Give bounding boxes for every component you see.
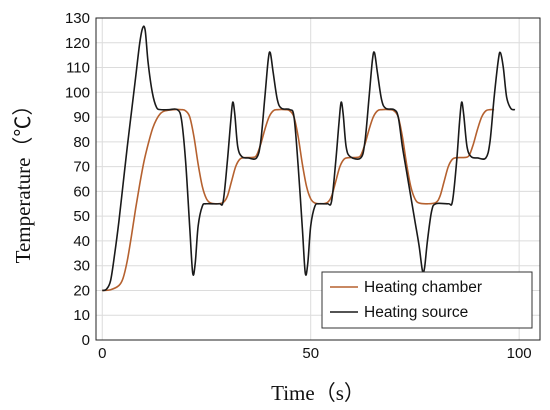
legend: Heating chamber Heating source <box>321 271 533 329</box>
y-tick-label: 120 <box>65 35 90 52</box>
x-tick-labels: 0 50 100 <box>98 345 532 362</box>
y-tick-label: 20 <box>73 282 90 299</box>
y-tick-label: 40 <box>73 233 90 250</box>
y-tick-label: 30 <box>73 258 90 275</box>
y-tick-label: 0 <box>82 332 90 349</box>
plot-frame <box>95 17 541 341</box>
series-line-heating-chamber <box>102 108 495 292</box>
y-tick-label: 100 <box>65 84 90 101</box>
y-tick-label: 110 <box>66 60 90 77</box>
y-tick-label: 70 <box>73 159 90 176</box>
legend-label-heating-source: Heating source <box>364 304 468 321</box>
x-tick-label: 0 <box>98 345 106 362</box>
y-tick-label: 50 <box>73 208 90 225</box>
legend-box <box>321 271 533 329</box>
y-tick-label: 90 <box>73 109 90 126</box>
series-layer <box>102 25 516 292</box>
y-tick-label: 80 <box>73 134 90 151</box>
y-tick-labels: 0 10 20 30 40 50 60 70 80 90 100 110 120 130 <box>65 10 90 349</box>
y-tick-label: 10 <box>73 307 90 324</box>
y-tick-label: 130 <box>65 10 90 27</box>
x-tick-label: 50 <box>302 345 319 362</box>
y-axis-title: Temperature（℃） <box>11 95 35 264</box>
x-tick-label: 100 <box>507 345 532 362</box>
legend-label-heating-chamber: Heating chamber <box>364 279 482 296</box>
series-line-heating-source <box>102 25 516 292</box>
y-tick-label: 60 <box>73 183 90 200</box>
x-axis-title: Time（s） <box>271 381 365 405</box>
